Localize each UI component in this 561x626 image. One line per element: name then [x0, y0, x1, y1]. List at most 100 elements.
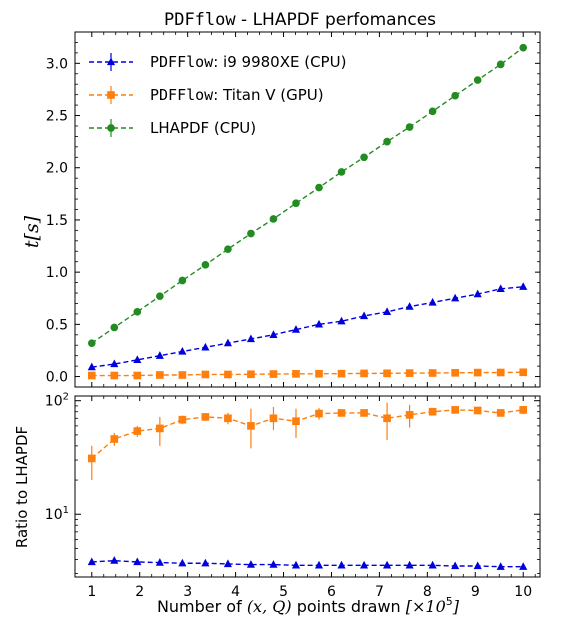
top-series-point-1 [269, 370, 278, 378]
top-series-line-0 [91, 286, 524, 368]
bottom-series-line-1 [91, 559, 524, 568]
bottom-series-point-0 [247, 422, 255, 430]
bottom-x-tick-label: 1 [87, 584, 96, 600]
bottom-series-point-1 [451, 561, 460, 570]
legend-label-1: PDFFlow: Titan V (GPU) [150, 86, 324, 104]
bottom-series-point-1 [360, 560, 369, 569]
top-series-point-0 [223, 338, 232, 347]
bottom-series-point-1 [223, 559, 232, 568]
top-y-tick-label: 0.0 [46, 370, 68, 386]
top-series-point-0 [291, 325, 301, 333]
top-series-point-1 [315, 369, 323, 378]
top-series-point-2 [496, 60, 505, 69]
legend-label-2: LHAPDF (CPU) [150, 119, 256, 137]
top-series-point-0 [178, 347, 187, 355]
top-series-point-1 [519, 368, 528, 377]
top-series-point-2 [269, 215, 278, 223]
top-series-point-1 [337, 369, 346, 378]
bottom-series-point-0 [156, 424, 164, 433]
bottom-x-tick-label: 6 [327, 584, 336, 600]
top-series-point-2 [247, 229, 255, 238]
top-series-point-1 [383, 369, 391, 378]
bottom-series-point-1 [87, 557, 96, 566]
legend-label-mono-0: PDFFlow [150, 53, 214, 71]
bottom-x-tick-label: 10 [514, 584, 532, 600]
bottom-series-point-0 [87, 454, 96, 463]
top-series-line-2 [91, 47, 524, 344]
top-series-point-0 [496, 284, 505, 293]
top-series-point-2 [519, 43, 528, 52]
legend-marker-0 [106, 57, 116, 66]
top-series-point-1 [405, 369, 414, 377]
bottom-series-group [87, 402, 528, 570]
top-series-point-2 [360, 153, 368, 162]
bottom-series-point-0 [383, 414, 391, 423]
top-series-point-1 [87, 371, 96, 380]
top-y-tick-label: 1.5 [46, 213, 68, 229]
top-series-point-0 [110, 359, 119, 368]
bottom-series-point-0 [337, 409, 346, 417]
chart-title-rest: - LHAPDF perfomances [236, 10, 437, 30]
bottom-series-point-0 [110, 435, 119, 443]
top-series-point-2 [428, 107, 437, 116]
top-series-point-0 [519, 282, 528, 290]
bottom-series-point-0 [224, 414, 232, 423]
top-series-point-0 [201, 342, 210, 351]
top-series-point-0 [360, 311, 369, 320]
x-axis-label-close: ] [452, 597, 460, 616]
x-axis-label-pre: Number of [157, 597, 247, 616]
bottom-x-tick-label: 9 [471, 584, 480, 600]
bottom-series-point-0 [133, 427, 142, 435]
bottom-y-tick-exp: 1 [63, 505, 69, 516]
top-x-ticks [91, 32, 536, 387]
bottom-series-point-1 [519, 562, 528, 570]
x-axis-label-exp: 5 [446, 595, 453, 608]
bottom-series-point-1 [291, 560, 301, 569]
bottom-y-tick-base: 10 [45, 394, 63, 410]
bottom-series-point-0 [519, 406, 528, 414]
bottom-y-tick-exp: 2 [63, 392, 69, 403]
chart-title: PDFflow - LHAPDF perfomances [164, 10, 436, 30]
top-series-point-0 [428, 297, 437, 306]
bottom-series-point-0 [201, 413, 210, 421]
top-series-group [87, 43, 528, 380]
top-series-point-0 [246, 334, 255, 343]
top-y-tick-label: 2.0 [46, 161, 68, 177]
top-series-point-2 [201, 261, 210, 269]
top-series-point-0 [87, 362, 96, 371]
bottom-series-point-1 [337, 560, 346, 569]
bottom-y-tick-label: 101 [45, 505, 69, 523]
top-series-point-0 [383, 307, 392, 315]
legend-marker-2 [107, 124, 115, 132]
bottom-series-point-1 [428, 560, 437, 569]
top-series-point-2 [315, 183, 323, 192]
top-y-tick-label: 1.0 [46, 265, 68, 281]
legend-marker-1 [107, 91, 115, 99]
top-series-point-0 [405, 302, 414, 310]
bottom-series-point-1 [201, 558, 210, 567]
bottom-series-point-0 [178, 415, 187, 424]
top-series-point-2 [133, 307, 142, 316]
legend-label-mono-1: PDFFlow [150, 86, 214, 104]
top-series-point-1 [224, 370, 232, 379]
top-y-axis: 0.0 0.5 1.0 1.5 2.0 2.5 3.0 [46, 42, 540, 388]
top-series-point-1 [473, 368, 482, 377]
bottom-x-tick-label: 4 [231, 584, 240, 600]
top-series-point-2 [473, 76, 482, 84]
bottom-series-point-1 [314, 560, 324, 569]
legend: PDFFlow: i9 9980XE (CPU)PDFFlow: Titan V… [89, 53, 346, 137]
legend-label-rest-1: : Titan V (GPU) [213, 86, 323, 104]
bottom-series-point-0 [292, 417, 300, 426]
chart-title-mono: PDFflow [164, 10, 236, 30]
top-y-axis-label: t[s] [21, 215, 43, 248]
bottom-series-point-0 [473, 406, 482, 415]
bottom-series-point-0 [360, 409, 368, 417]
top-series-point-1 [156, 371, 164, 379]
bottom-y-tick-label: 102 [45, 392, 69, 410]
top-y-tick-label: 0.5 [46, 317, 68, 333]
top-series-point-0 [337, 316, 346, 325]
bottom-series-point-0 [405, 411, 414, 419]
bottom-plot-frame [74, 395, 541, 578]
bottom-series-point-1 [246, 560, 255, 568]
